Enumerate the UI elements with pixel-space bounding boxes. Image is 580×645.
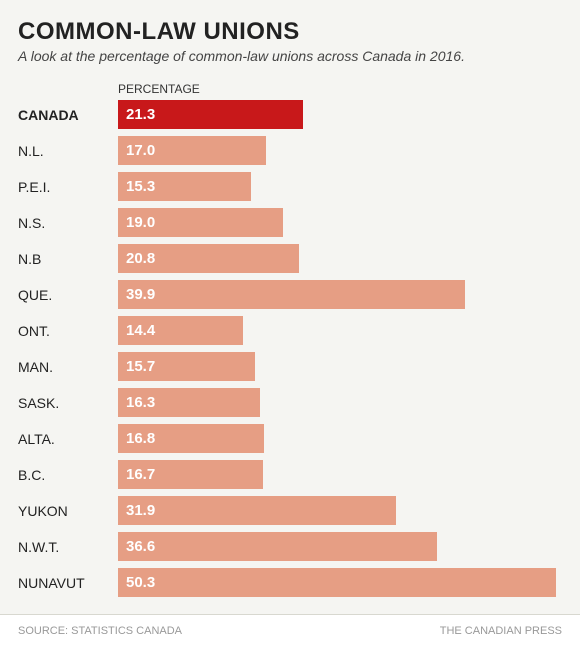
bar-value: 14.4 <box>126 322 155 339</box>
bar-label: ALTA. <box>18 431 118 447</box>
bar-track: 14.4 <box>118 316 562 345</box>
bar-label: NUNAVUT <box>18 575 118 591</box>
credit-text: THE CANADIAN PRESS <box>440 625 562 637</box>
bar: 19.0 <box>118 208 283 237</box>
bar-value: 15.7 <box>126 358 155 375</box>
bar-row: ONT. 14.4 <box>18 316 562 345</box>
bar-label: N.W.T. <box>18 539 118 555</box>
bar-row: N.B 20.8 <box>18 244 562 273</box>
bar: 15.7 <box>118 352 255 381</box>
bar-label: P.E.I. <box>18 179 118 195</box>
bar: 20.8 <box>118 244 299 273</box>
bar: 16.3 <box>118 388 260 417</box>
bar-row: N.L. 17.0 <box>18 136 562 165</box>
bar-row: SASK. 16.3 <box>18 388 562 417</box>
bar-label: CANADA <box>18 107 118 123</box>
chart-title: COMMON-LAW UNIONS <box>18 18 562 46</box>
bar-label: N.L. <box>18 143 118 159</box>
bar-track: 16.3 <box>118 388 562 417</box>
bar-value: 17.0 <box>126 142 155 159</box>
bar: 39.9 <box>118 280 465 309</box>
bar-track: 21.3 <box>118 100 562 129</box>
bar-track: 17.0 <box>118 136 562 165</box>
bar: 36.6 <box>118 532 437 561</box>
bar-value: 16.8 <box>126 430 155 447</box>
bar-row: N.W.T. 36.6 <box>18 532 562 561</box>
bar-label: YUKON <box>18 503 118 519</box>
bar-value: 15.3 <box>126 178 155 195</box>
bar: 50.3 <box>118 568 556 597</box>
bar-track: 15.7 <box>118 352 562 381</box>
bar-track: 15.3 <box>118 172 562 201</box>
bar-label: N.S. <box>18 215 118 231</box>
bar: 14.4 <box>118 316 243 345</box>
bar-label: SASK. <box>18 395 118 411</box>
chart-container: COMMON-LAW UNIONS A look at the percenta… <box>0 0 580 615</box>
bar-row: N.S. 19.0 <box>18 208 562 237</box>
bar-track: 36.6 <box>118 532 562 561</box>
bar: 15.3 <box>118 172 251 201</box>
bar-list: CANADA 21.3 N.L. 17.0 P.E.I. 15.3 N.S. 19.0 N.B 2… <box>18 100 562 597</box>
bar-row: NUNAVUT 50.3 <box>18 568 562 597</box>
bar-row: P.E.I. 15.3 <box>18 172 562 201</box>
bar-track: 39.9 <box>118 280 562 309</box>
bar-value: 19.0 <box>126 214 155 231</box>
bar-track: 16.8 <box>118 424 562 453</box>
bar-value: 39.9 <box>126 286 155 303</box>
bar: 17.0 <box>118 136 266 165</box>
bar-label: N.B <box>18 251 118 267</box>
bar: 21.3 <box>118 100 303 129</box>
bar: 16.8 <box>118 424 264 453</box>
bar-value: 36.6 <box>126 538 155 555</box>
chart-subtitle: A look at the percentage of common-law u… <box>18 48 562 64</box>
bar-label: B.C. <box>18 467 118 483</box>
source-text: SOURCE: STATISTICS CANADA <box>18 625 182 637</box>
bar: 16.7 <box>118 460 263 489</box>
bar-row: B.C. 16.7 <box>18 460 562 489</box>
bar-value: 16.7 <box>126 466 155 483</box>
bar-track: 50.3 <box>118 568 562 597</box>
bar-row: YUKON 31.9 <box>18 496 562 525</box>
bar-value: 20.8 <box>126 250 155 267</box>
bar-value: 31.9 <box>126 502 155 519</box>
bar-row: CANADA 21.3 <box>18 100 562 129</box>
bar-row: QUE. 39.9 <box>18 280 562 309</box>
bar-value: 50.3 <box>126 574 155 591</box>
bar-track: 31.9 <box>118 496 562 525</box>
bar-track: 19.0 <box>118 208 562 237</box>
bar-row: MAN. 15.7 <box>18 352 562 381</box>
bar-value: 16.3 <box>126 394 155 411</box>
bar-label: QUE. <box>18 287 118 303</box>
column-header: PERCENTAGE <box>118 82 562 96</box>
bar-track: 20.8 <box>118 244 562 273</box>
bar-label: MAN. <box>18 359 118 375</box>
bar: 31.9 <box>118 496 396 525</box>
bar-track: 16.7 <box>118 460 562 489</box>
bar-value: 21.3 <box>126 106 155 123</box>
footer: SOURCE: STATISTICS CANADA THE CANADIAN P… <box>0 615 580 645</box>
bar-label: ONT. <box>18 323 118 339</box>
bar-row: ALTA. 16.8 <box>18 424 562 453</box>
